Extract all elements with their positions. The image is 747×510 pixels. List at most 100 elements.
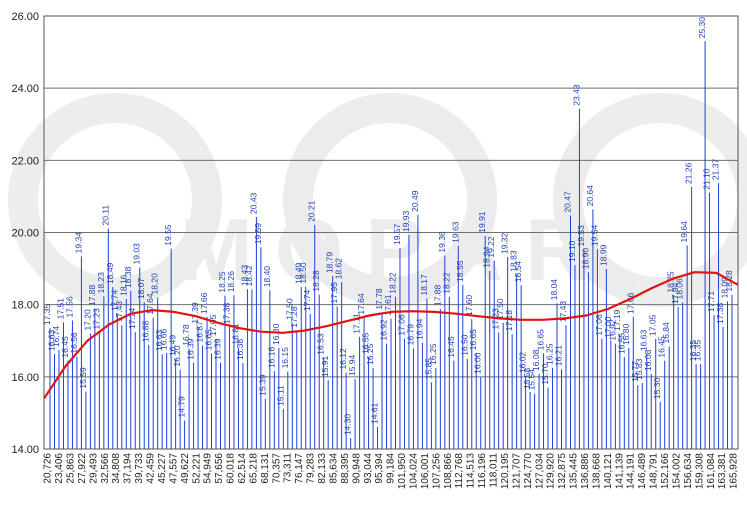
bar-value-label: 15.77: [630, 361, 640, 383]
y-tick-label: 16.00: [11, 372, 39, 384]
bar-value-label: 18.09: [720, 277, 730, 299]
bar-value-label: 16.38: [235, 339, 245, 361]
x-tick-label: 42,459: [146, 453, 157, 484]
watermark-ring-left: [8, 93, 222, 307]
bar-value-label: 16.50: [459, 334, 469, 356]
bar-value-label: 16.56: [69, 332, 79, 354]
y-axis-ticks: 14.00 16.00 18.00 20.00 22.00 24.00 26.00: [11, 11, 39, 456]
bar-value-label: 20.49: [410, 190, 420, 212]
x-tick-label: 73,311: [283, 453, 294, 483]
bar-value-label: 19.93: [401, 210, 411, 232]
bar-value-label: 17.61: [383, 294, 393, 316]
x-tick-label: 25,863: [66, 453, 77, 484]
x-tick-label: 144,191: [626, 453, 637, 490]
x-tick-label: 82,133: [317, 453, 328, 484]
y-tick-label: 26.00: [11, 11, 39, 23]
x-tick-label: 159,308: [694, 453, 705, 490]
bar-value-label: 17.05: [648, 314, 658, 336]
x-tick-label: 106,001: [420, 453, 431, 490]
bar-value-label: 17.06: [396, 314, 406, 336]
x-tick-label: 124,770: [523, 453, 534, 490]
x-tick-label: 138,668: [591, 453, 602, 490]
bar-value-label: 16.80: [621, 323, 631, 345]
bar-value-label: 18.28: [311, 270, 321, 292]
bar-value-label: 18.49: [293, 262, 303, 284]
bar-value-label: 17.95: [329, 282, 339, 304]
bar-value-label: 19.59: [253, 223, 263, 245]
bar-value-label: 16.49: [168, 335, 178, 357]
bar-value-label: 18.16: [118, 274, 128, 296]
bar-value-label: 16.20: [172, 345, 182, 367]
bar-value-label: 18.83: [509, 250, 519, 272]
x-tick-label: 37,194: [123, 453, 134, 484]
x-tick-label: 163,381: [717, 453, 728, 490]
bar-value-label: 17.39: [190, 302, 200, 324]
bar-value-label: 16.08: [531, 349, 541, 371]
x-tick-label: 34,808: [111, 453, 122, 484]
x-tick-label: 54,949: [203, 453, 214, 484]
x-tick-label: 57,656: [214, 453, 225, 484]
x-tick-label: 152,166: [660, 453, 671, 490]
bar-value-label: 16.80: [271, 323, 281, 345]
bar-value-label: 16.08: [643, 349, 653, 371]
bar-value-label: 16.92: [379, 319, 389, 341]
bar-value-label: 16.63: [154, 330, 164, 352]
bar-value-label: 15.39: [257, 374, 267, 396]
x-tick-label: 39,733: [134, 453, 145, 484]
x-tick-label: 32,566: [100, 453, 111, 484]
bar-value-label: 17.64: [145, 293, 155, 315]
bar-value-label: 19.63: [450, 221, 460, 243]
x-tick-label: 85,634: [328, 453, 339, 484]
x-tick-label: 23,406: [54, 453, 65, 484]
x-tick-label: 49,622: [180, 453, 191, 484]
x-tick-label: 101,950: [397, 453, 408, 490]
bar-value-label: 19.57: [392, 223, 402, 245]
x-tick-label: 104,024: [409, 453, 420, 490]
bar-value-label: 19.36: [437, 231, 447, 253]
y-tick-label: 20.00: [11, 228, 39, 240]
bar-value-label: 17.60: [464, 295, 474, 317]
bar-value-label: 16.15: [280, 347, 290, 369]
bar-value-label: 19.53: [576, 225, 586, 247]
bar-value-label: 19.55: [163, 224, 173, 246]
bar-value-label: 14.30: [343, 414, 353, 436]
x-tick-label: 107,256: [431, 453, 442, 490]
bar-value-label: 15.83: [634, 358, 644, 380]
x-tick-label: 99,184: [386, 453, 397, 484]
x-tick-label: 79,283: [306, 453, 317, 484]
x-tick-label: 156,634: [683, 453, 694, 490]
bar-value-label: 18.22: [387, 272, 397, 294]
bar-value-label: 15.30: [652, 378, 662, 400]
x-tick-label: 29,493: [88, 453, 99, 484]
bar-value-label: 17.43: [558, 301, 568, 323]
bar-value-label: 16.39: [186, 338, 196, 360]
x-tick-label: 148,791: [649, 453, 660, 490]
y-tick-label: 18.00: [11, 300, 39, 312]
x-tick-label: 95,394: [374, 453, 385, 484]
x-tick-label: 45,227: [157, 453, 168, 484]
bar-value-label: 17.74: [302, 290, 312, 312]
bar-value-label: 17.64: [356, 293, 366, 315]
bar-value-label: 16.88: [141, 321, 151, 343]
x-tick-label: 52,221: [191, 453, 202, 484]
watermark-ring-mid: [283, 93, 497, 307]
bar-value-label: 16.25: [428, 343, 438, 365]
bar-value-label: 16.45: [60, 336, 70, 358]
bar-value-label: 17.28: [289, 306, 299, 328]
bar-value-label: 17.74: [109, 290, 119, 312]
bar-value-label: 16.25: [545, 343, 555, 365]
x-tick-label: 129,920: [546, 453, 557, 490]
bar-value-label: 14.61: [370, 402, 380, 424]
bar-value-label: 20.11: [100, 205, 110, 226]
y-tick-label: 24.00: [11, 83, 39, 95]
x-tick-label: 116,196: [477, 453, 488, 489]
bar-value-label: 17.56: [64, 296, 74, 318]
x-tick-label: 154,002: [671, 453, 682, 490]
bar-value-label: 18.90: [580, 248, 590, 270]
bar-value-label: 18.42: [244, 265, 254, 287]
bar-value-label: 17.19: [612, 309, 622, 331]
bar-value-label: 16.63: [639, 330, 649, 352]
bar-value-label: 17.35: [42, 304, 52, 326]
x-tick-label: 68,131: [260, 453, 271, 484]
